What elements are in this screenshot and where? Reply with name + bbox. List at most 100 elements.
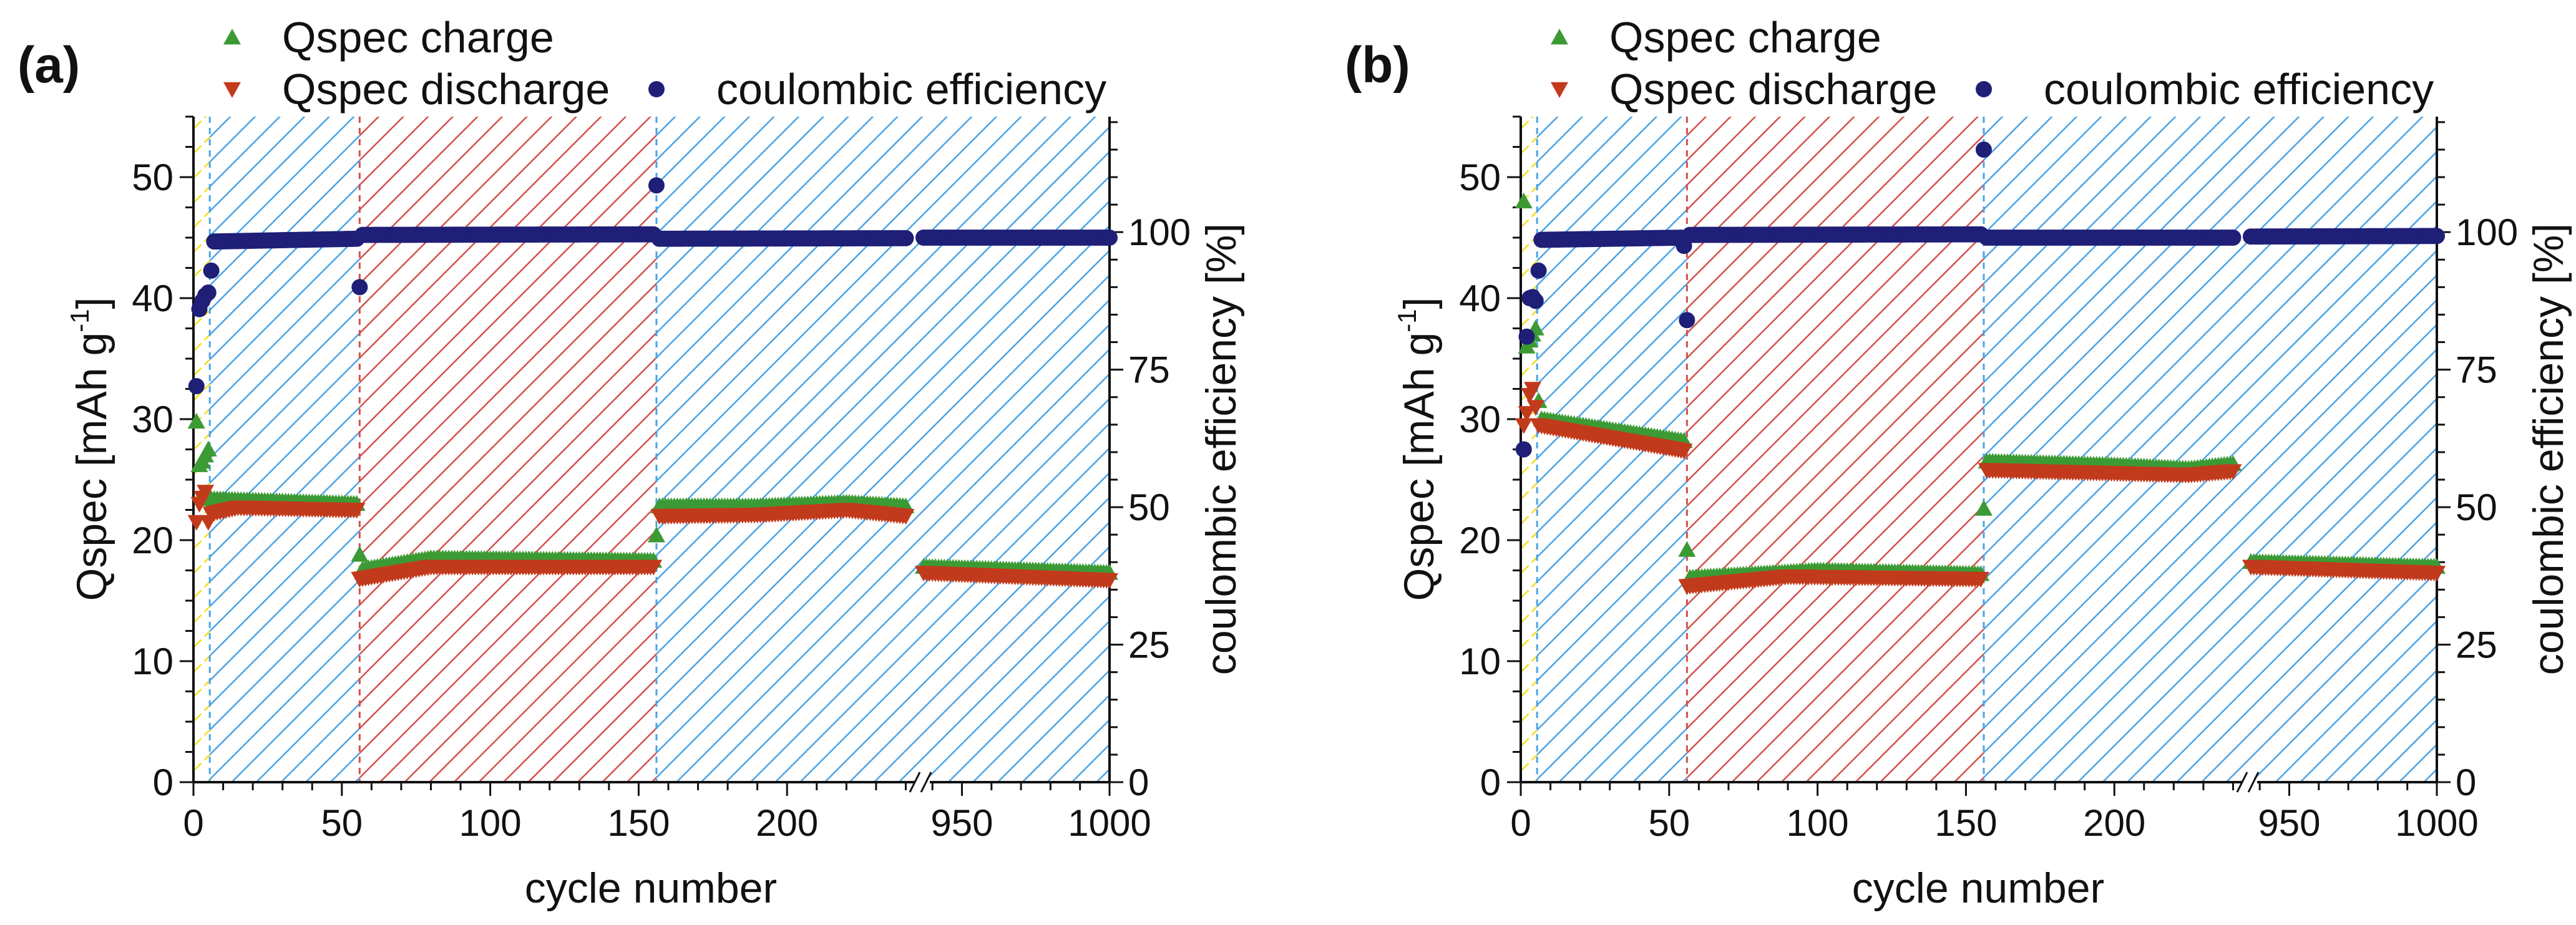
- x-tick-label: 1000: [1068, 802, 1151, 844]
- y-axis-title: Qspec [mAh g-1]: [65, 297, 115, 601]
- series-coulombic-efficiency: [188, 177, 1118, 395]
- x-tick-label: 0: [183, 802, 203, 844]
- series-coulombic-efficiency: [1515, 141, 2445, 458]
- data-point: [197, 485, 215, 501]
- y2-tick-label: 0: [1128, 762, 1149, 803]
- legend-marker-charge: [223, 29, 241, 45]
- axis-break-mark: [920, 772, 932, 793]
- data-point: [351, 546, 369, 562]
- data-point: [1518, 406, 1536, 422]
- y2-axis-title: coulombic efficiency [%]: [1198, 223, 1245, 675]
- data-point: [647, 526, 665, 543]
- data-point: [648, 177, 665, 194]
- data-point: [188, 378, 205, 395]
- hatch-region: [359, 117, 656, 782]
- data-point: [199, 440, 217, 457]
- x-tick-label: 150: [1934, 802, 1997, 844]
- data-point: [897, 509, 915, 525]
- y-axis-title-end: ]: [68, 297, 115, 309]
- y-tick-label: 50: [132, 157, 173, 198]
- y-tick-label: 10: [132, 641, 173, 682]
- data-point: [187, 515, 205, 531]
- data-point: [187, 412, 205, 429]
- y2-tick-label: 100: [1128, 211, 1191, 253]
- data-point: [2224, 464, 2242, 480]
- x-tick-label: 50: [1648, 802, 1690, 844]
- x-tick-label: 950: [930, 802, 993, 844]
- y2-tick-label: 50: [2456, 487, 2497, 528]
- data-point: [1515, 441, 1532, 458]
- data-point: [348, 503, 366, 519]
- x-tick-label: 100: [459, 802, 522, 844]
- panel-label: (a): [17, 37, 80, 94]
- y-tick-label: 30: [132, 399, 173, 440]
- series-qspec-discharge: [187, 485, 1118, 589]
- x-tick-label: 200: [2083, 802, 2145, 844]
- x-axis-title: cycle number: [525, 864, 777, 912]
- legend-label-charge: Qspec charge: [1609, 13, 1881, 62]
- data-point: [1524, 382, 1542, 398]
- data-point: [1679, 312, 1695, 329]
- y-tick-label: 0: [153, 762, 173, 803]
- data-point: [1530, 262, 1547, 279]
- x-tick-label: 150: [607, 802, 670, 844]
- data-point: [2429, 228, 2445, 245]
- x-tick-label: 200: [756, 802, 818, 844]
- y-axis-title-sup: -1: [1392, 309, 1422, 332]
- y-axis-title-main: Qspec [mAh g: [1395, 332, 1443, 601]
- axis-break-mark: [909, 772, 921, 793]
- y2-tick-label: 75: [1128, 349, 1170, 391]
- y-tick-label: 10: [1459, 641, 1501, 682]
- legend-label-discharge: Qspec discharge: [282, 65, 610, 114]
- axis-break-mark: [2236, 772, 2248, 793]
- y-axis-title-main: Qspec [mAh g: [68, 332, 115, 601]
- data-point: [1972, 571, 1990, 588]
- axis-break-mark: [2247, 772, 2260, 793]
- y2-tick-label: 25: [1128, 624, 1170, 666]
- legend-marker-efficiency: [648, 81, 665, 97]
- x-tick-label: 0: [1510, 802, 1531, 844]
- y-tick-label: 20: [132, 520, 173, 561]
- y-axis-title-sup: -1: [65, 309, 94, 332]
- data-point: [2225, 230, 2242, 246]
- data-point: [1974, 500, 1993, 516]
- data-point: [1675, 443, 1693, 460]
- x-tick-label: 1000: [2395, 802, 2478, 844]
- data-point: [1101, 573, 1118, 589]
- data-point: [645, 559, 663, 576]
- data-point: [897, 230, 914, 246]
- y-tick-label: 20: [1459, 520, 1501, 561]
- y-tick-label: 30: [1459, 399, 1501, 440]
- data-point: [1527, 293, 1544, 309]
- y-tick-label: 0: [1480, 762, 1501, 803]
- legend-label-efficiency: coulombic efficiency: [2044, 65, 2434, 114]
- y2-tick-label: 25: [2456, 624, 2497, 666]
- data-point: [1518, 328, 1535, 345]
- data-point: [203, 262, 220, 279]
- x-axis-title: cycle number: [1852, 864, 2104, 912]
- legend-marker-efficiency: [1976, 81, 1992, 97]
- x-tick-label: 950: [2258, 802, 2320, 844]
- panel-a: (a) cycle number Qspec [mAh g-1] coulomb…: [17, 13, 1245, 912]
- y-axis-title: Qspec [mAh g-1]: [1392, 297, 1443, 601]
- y2-tick-label: 0: [2456, 762, 2476, 803]
- data-point: [1515, 418, 1533, 434]
- legend-marker-charge: [1551, 29, 1568, 45]
- data-point: [2428, 566, 2446, 582]
- legend-label-charge: Qspec charge: [282, 13, 554, 62]
- data-point: [1526, 400, 1544, 416]
- data-point: [1101, 230, 1118, 246]
- legend-label-discharge: Qspec discharge: [1609, 65, 1937, 114]
- legend-marker-discharge: [223, 82, 241, 98]
- hatch-region: [210, 117, 360, 782]
- y-axis-title-end: ]: [1395, 297, 1443, 309]
- y2-axis-title: coulombic efficiency [%]: [2525, 223, 2572, 675]
- y-tick-label: 40: [132, 278, 173, 319]
- data-point: [351, 279, 368, 296]
- data-point: [1515, 192, 1533, 208]
- data-point: [200, 284, 217, 301]
- y2-tick-label: 100: [2456, 211, 2518, 253]
- data-point: [1975, 141, 1992, 158]
- hatch-region: [1687, 117, 1984, 782]
